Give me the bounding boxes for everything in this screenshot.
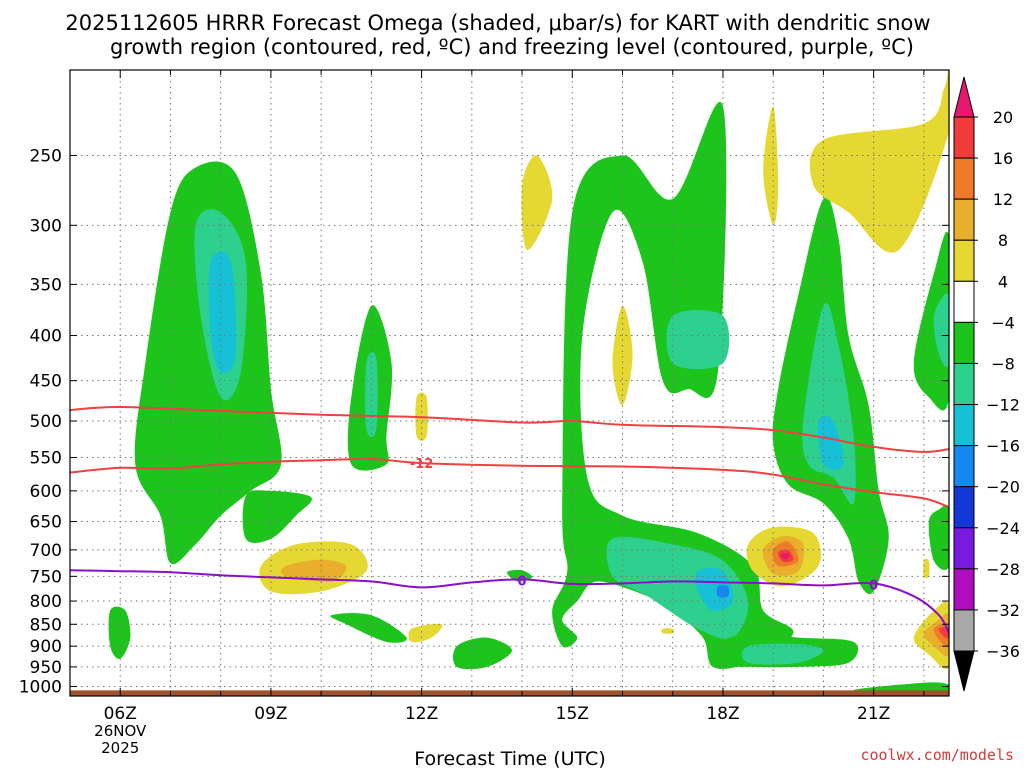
credit-text[interactable]: coolwx.com/models: [860, 746, 1014, 764]
axis-layer: 2503003504004505005506006507007508008509…: [19, 70, 949, 757]
contour-label: 0: [518, 574, 527, 589]
y-tick-label: 350: [30, 275, 62, 295]
colorbar-band: [953, 568, 975, 611]
colorbar-band: [953, 445, 975, 488]
contour-line: [70, 457, 949, 509]
omega-region: [666, 309, 730, 370]
omega-region: [809, 70, 949, 253]
y-tick-label: 650: [30, 513, 62, 533]
colorbar-label: −36: [986, 642, 1020, 661]
colorbar-band: [953, 157, 975, 200]
colorbar-label: 4: [998, 272, 1008, 291]
colorbar-band: [953, 404, 975, 447]
y-tick-label: 850: [30, 615, 62, 635]
omega-region: [208, 251, 237, 374]
colorbar-label: 8: [998, 231, 1008, 250]
y-tick-label: 900: [30, 637, 62, 657]
omega-region: [913, 231, 949, 411]
omega-region: [147, 368, 177, 424]
contour-line: [70, 569, 949, 634]
x-tick-label: 18Z: [706, 704, 739, 724]
colorbar-band: [953, 321, 975, 364]
y-tick-label: 400: [30, 327, 62, 347]
colorbar-band: [953, 280, 975, 323]
omega-region: [661, 628, 674, 634]
x-axis-label: Forecast Time (UTC): [414, 748, 605, 768]
colorbar-label: −28: [986, 560, 1020, 579]
contour-label: 0: [869, 578, 878, 593]
omega-region: [695, 568, 734, 611]
x-tick-label: 09Z: [254, 704, 287, 724]
y-tick-label: 750: [30, 567, 62, 587]
omega-region: [817, 415, 844, 470]
omega-region: [763, 106, 779, 226]
chart-title-line2: growth region (contoured, red, ºC) and f…: [110, 35, 914, 59]
colorbar-label: −12: [986, 396, 1020, 415]
y-tick-label: 600: [30, 482, 62, 502]
colorbar: 20 16 12 8 4 −4 −8 −12 −16 −20 −24 −28 −32 −36: [953, 76, 1020, 692]
colorbar-band: [953, 362, 975, 406]
y-tick-label: 950: [30, 658, 62, 678]
omega-region: [933, 293, 949, 368]
colorbar-band: [953, 116, 975, 159]
colorbar-band: [953, 239, 975, 282]
colorbar-label: −16: [986, 437, 1020, 456]
y-tick-label: 500: [30, 412, 62, 432]
omega-region: [521, 155, 553, 251]
terrain-layer: [70, 690, 949, 696]
colorbar-label: −20: [986, 478, 1020, 497]
colorbar-label: 12: [993, 190, 1013, 209]
colorbar-label: 20: [993, 108, 1013, 127]
colorbar-label: −4: [991, 313, 1015, 332]
colorbar-band: [953, 527, 975, 570]
contour-label: -12: [410, 457, 434, 472]
omega-region: [552, 101, 794, 669]
colorbar-band: [953, 609, 975, 652]
omega-region: [780, 552, 790, 559]
chart-title-line1: 2025112605 HRRR Forecast Omega (shaded, …: [65, 11, 930, 35]
omega-region: [408, 623, 443, 643]
x-tick-label: 12Z: [405, 704, 438, 724]
y-tick-label: 450: [30, 372, 62, 392]
omega-region: [452, 637, 512, 670]
y-tick-label: 550: [30, 449, 62, 469]
x-date-label: 26NOV: [94, 722, 147, 740]
omega-region: [612, 305, 633, 406]
colorbar-label: 16: [993, 149, 1013, 168]
omega-region: [716, 585, 730, 598]
colorbar-label: −8: [991, 354, 1015, 373]
terrain-ground: [70, 690, 949, 696]
colorbar-band: [953, 486, 975, 529]
y-tick-label: 700: [30, 541, 62, 561]
contour-line: [70, 405, 949, 453]
omega-region: [280, 559, 347, 582]
contour-layer: -12 0 0: [70, 405, 949, 634]
colorbar-band: [953, 198, 975, 241]
y-tick-label: 250: [30, 146, 62, 166]
x-date-label: 2025: [101, 739, 139, 757]
colorbar-label: −32: [986, 601, 1020, 620]
y-tick-label: 1000: [19, 678, 62, 698]
y-tick-label: 300: [30, 216, 62, 236]
omega-region: [923, 558, 930, 579]
plot-frame: [69, 69, 950, 697]
x-tick-label: 21Z: [857, 704, 890, 724]
omega-region: [242, 490, 312, 544]
y-tick-label: 800: [30, 592, 62, 612]
grid-layer: [70, 70, 949, 696]
colorbar-bottom-arrow: [953, 650, 975, 692]
omega-region: [330, 613, 407, 643]
x-tick-label: 15Z: [556, 704, 589, 724]
x-tick-label: 06Z: [104, 704, 137, 724]
omega-region: [741, 643, 824, 665]
omega-region: [606, 536, 749, 640]
colorbar-label: −24: [986, 519, 1020, 538]
